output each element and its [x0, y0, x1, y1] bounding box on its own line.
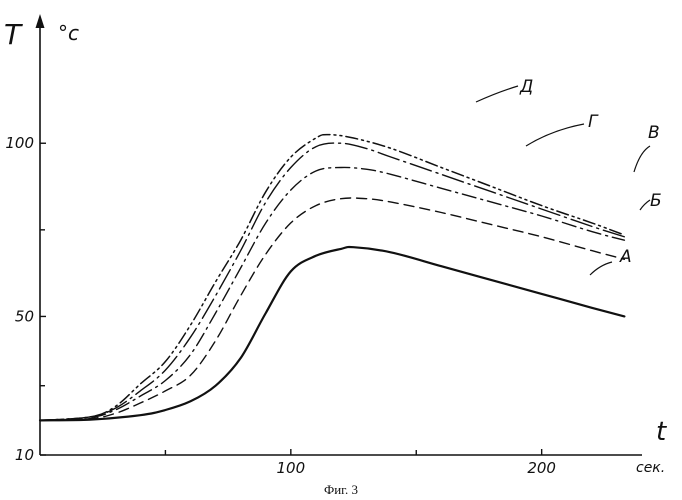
- x-tick-label-0: 100: [277, 459, 306, 477]
- figure-caption: Фиг. 3: [324, 482, 358, 497]
- series-leader-3: [634, 146, 650, 172]
- series-label-3: В: [648, 123, 660, 143]
- y-axis-arrow-icon: [36, 14, 45, 28]
- y-axis-unit: °c: [58, 21, 79, 45]
- series-label-1: А: [619, 247, 632, 267]
- x-axis-unit: сек.: [636, 460, 665, 476]
- y-tick-label-0: 10: [15, 446, 34, 464]
- series-leader-1: [590, 262, 612, 275]
- x-tick-label-1: 200: [527, 459, 556, 477]
- x-axis-label: t: [656, 417, 667, 447]
- series-line-1: [40, 247, 624, 420]
- y-tick-label-2: 100: [5, 134, 34, 152]
- series-line-2: [40, 198, 624, 420]
- series-leader-2: [640, 200, 650, 210]
- series-leader-5: [476, 86, 518, 102]
- series-line-4: [40, 143, 624, 420]
- y-axis-label: T: [4, 18, 23, 51]
- series-line-5: [40, 135, 624, 421]
- series-label-5: Д: [519, 77, 533, 97]
- series-label-4: Г: [588, 112, 599, 132]
- series-label-2: Б: [650, 191, 662, 211]
- series-line-3: [40, 167, 624, 420]
- series-leader-4: [526, 124, 584, 146]
- y-tick-label-1: 50: [15, 307, 34, 325]
